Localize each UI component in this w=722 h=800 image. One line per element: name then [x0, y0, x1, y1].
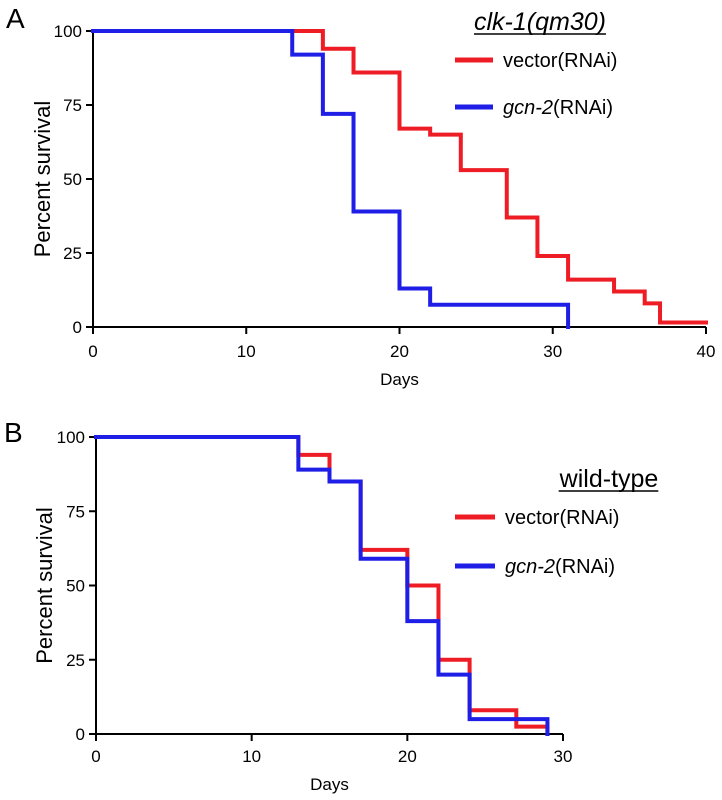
chart1-legend-label-1-part: gcn-2 [505, 556, 555, 578]
chart0-legend-label-0-part: (RNAi) [557, 50, 617, 72]
chart0-x-tick-label: 40 [697, 342, 716, 361]
chart1-legend-label-0-part: (RNAi) [559, 507, 619, 529]
chart1-legend-title: wild-type [559, 465, 659, 493]
chart0-legend-title: clk-1(qm30) [474, 8, 606, 36]
chart0-x-tick-label: 10 [237, 342, 256, 361]
chart1-x-tick-label: 10 [242, 747, 261, 766]
chart0-x-axis-title: Days [380, 370, 419, 389]
chart1-legend-label-0: vector(RNAi) [505, 507, 619, 529]
chart0-legend-label-0: vector(RNAi) [503, 50, 617, 72]
chart0-series-0-line [91, 29, 708, 325]
chart0-x-tick-label: 20 [390, 342, 409, 361]
chart1-y-tick-label: 75 [66, 502, 85, 521]
chart1-x-tick-label: 20 [398, 747, 417, 766]
chart1-series-1-line [94, 435, 550, 736]
chart1-series-0-line [94, 435, 550, 736]
chart0-legend-label-1: gcn-2(RNAi) [503, 97, 613, 119]
chart0-panel: A 0 25 50 75 100 0 10 20 30 40 Days Percent survival… [6, 3, 715, 389]
chart0-y-tick-label: 100 [54, 22, 82, 41]
chart1-panel-letter: B [4, 417, 23, 448]
chart1-y-axis-title: Percent survival [32, 507, 57, 664]
chart1-legend-label-1-part: (RNAi) [555, 556, 615, 578]
chart0-legend-label-0-part: vector [503, 50, 558, 72]
chart0-y-tick-label: 75 [63, 96, 82, 115]
chart1-y-tick-label: 0 [76, 725, 85, 744]
chart1-x-tick-label: 30 [554, 747, 573, 766]
chart0-x-tick-label: 0 [88, 342, 97, 361]
chart0-y-tick-label: 25 [63, 244, 82, 263]
chart1-panel: B 0 25 50 75 100 0 10 20 30 Days Percent survival wi… [4, 417, 659, 794]
chart1-y-tick-label: 50 [66, 577, 85, 596]
chart0-legend-label-1-part: gcn-2 [503, 97, 553, 119]
chart0-y-tick-label: 50 [63, 170, 82, 189]
chart0-x-tick-label: 30 [543, 342, 562, 361]
chart0-series-1-line [91, 29, 571, 329]
chart1-x-axis-title: Days [310, 775, 349, 794]
chart1-y-tick-label: 25 [66, 651, 85, 670]
chart0-legend-label-1-part: (RNAi) [553, 97, 613, 119]
chart1-legend-label-0-part: vector [505, 507, 560, 529]
chart1-legend-label-1: gcn-2(RNAi) [505, 556, 615, 578]
chart1-x-tick-label: 0 [91, 747, 100, 766]
chart1-y-tick-label: 100 [57, 428, 85, 447]
chart0-y-axis-title: Percent survival [30, 101, 55, 258]
chart0-panel-letter: A [6, 3, 25, 34]
chart0-y-tick-label: 0 [73, 318, 82, 337]
